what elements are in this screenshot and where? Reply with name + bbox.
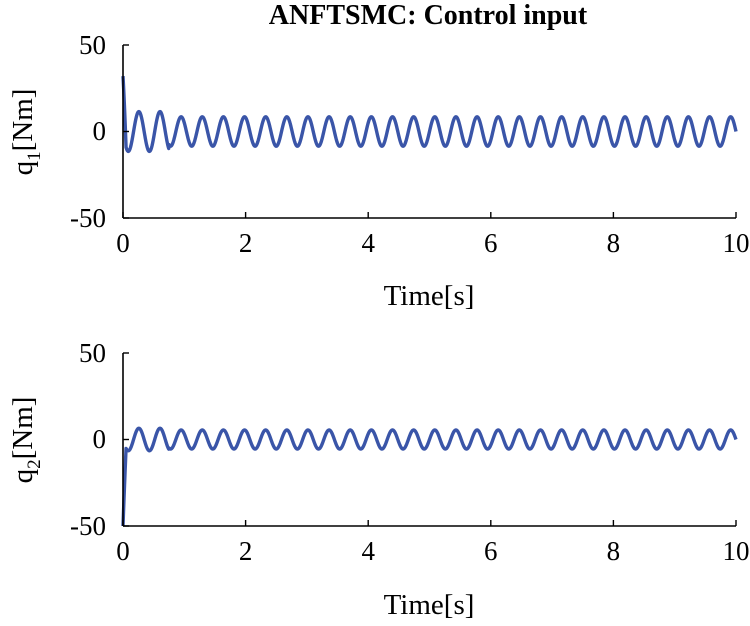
subplot-1: 50 0 -50 0 2 4 6 8 10 Time[s] q1[Nm] bbox=[7, 30, 750, 312]
x-tick-label: 0 bbox=[116, 228, 130, 258]
x-tick-label: 2 bbox=[239, 536, 253, 566]
x-tick-label: 4 bbox=[361, 228, 375, 258]
chart-title: ANFTSMC: Control input bbox=[269, 0, 588, 31]
x-tick-label: 4 bbox=[361, 536, 375, 566]
x-tick-labels-2: 0 2 4 6 8 10 bbox=[116, 536, 749, 566]
x-tick-label: 6 bbox=[484, 228, 498, 258]
axes-frame-1 bbox=[122, 44, 737, 219]
plot-line-1 bbox=[121, 76, 738, 154]
x-tick-label: 8 bbox=[607, 228, 621, 258]
y-axis-label: q1[Nm] bbox=[7, 89, 45, 176]
x-tick-label: 2 bbox=[239, 228, 253, 258]
x-tick-label: 10 bbox=[723, 536, 750, 566]
y-tick-label: 50 bbox=[79, 338, 106, 368]
x-tick-label: 0 bbox=[116, 536, 130, 566]
y-tick-label: 0 bbox=[93, 116, 107, 146]
x-tick-labels-1: 0 2 4 6 8 10 bbox=[116, 228, 749, 258]
series-line-q2 bbox=[121, 426, 738, 527]
x-tick-label: 10 bbox=[723, 228, 750, 258]
subplot-2: 50 0 -50 0 2 4 6 8 10 Time[s] q2[Nm] bbox=[7, 338, 750, 621]
axes-frame-2 bbox=[122, 352, 737, 527]
plot-line-2 bbox=[121, 426, 738, 527]
x-tick-label: 8 bbox=[607, 536, 621, 566]
y-axis-label: q2[Nm] bbox=[7, 397, 45, 484]
y-tick-label: -50 bbox=[70, 511, 106, 541]
y-tick-label: -50 bbox=[70, 203, 106, 233]
series-line-q1 bbox=[121, 76, 738, 154]
y-tick-label: 0 bbox=[93, 424, 107, 454]
x-tick-label: 6 bbox=[484, 536, 498, 566]
x-axis-label: Time[s] bbox=[384, 280, 475, 312]
y-tick-label: 50 bbox=[79, 30, 106, 60]
x-axis-label: Time[s] bbox=[384, 589, 475, 621]
